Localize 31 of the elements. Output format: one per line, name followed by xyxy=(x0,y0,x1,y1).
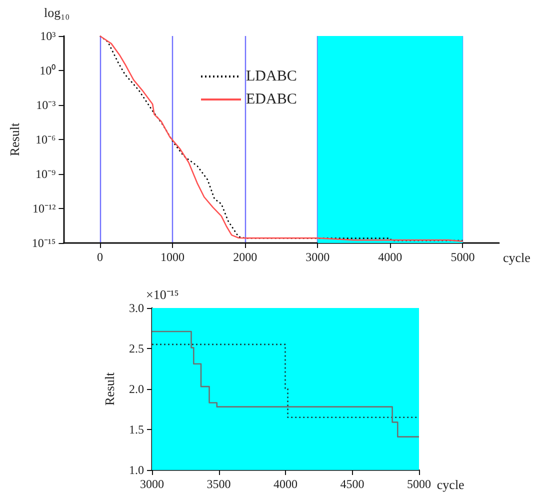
x-tick-label: 3000 xyxy=(140,477,164,491)
y-tick-label: 10⁰ xyxy=(40,64,56,78)
x-axis-title: cycle xyxy=(503,250,531,265)
x-tick-label: 5000 xyxy=(450,250,475,264)
y-tick-label: 2.5 xyxy=(129,342,144,356)
x-tick-label: 3500 xyxy=(206,477,231,491)
x-tick-label: 2000 xyxy=(233,250,258,264)
y-tick-label: 10⁻¹⁵ xyxy=(32,236,56,250)
text: log₁₀ xyxy=(44,5,70,20)
x-tick-label: 4000 xyxy=(378,250,402,264)
x-tick-label: 5000 xyxy=(407,477,431,491)
x-tick-label: 4500 xyxy=(340,477,364,491)
x-tick-label: 3000 xyxy=(306,250,330,264)
y-axis-title: Result xyxy=(7,122,22,156)
x-tick-label: 0 xyxy=(96,250,103,264)
x-tick-label: 4000 xyxy=(274,477,298,491)
y-tick-label: 10⁻⁹ xyxy=(35,167,56,181)
y-axis-title: Result xyxy=(102,372,117,406)
legend-label: EDABC xyxy=(246,92,297,108)
y-tick-label: 1.5 xyxy=(129,422,144,436)
y-tick-label: 10⁻⁶ xyxy=(35,132,56,146)
text: ×10⁻¹⁵ xyxy=(146,287,179,302)
x-axis-title: cycle xyxy=(436,477,465,492)
y-tick-label: 1.0 xyxy=(129,463,144,477)
x-tick-label: 1000 xyxy=(160,250,185,264)
y-tick-label: 10³ xyxy=(40,29,56,43)
y-tick-label: 10⁻¹² xyxy=(32,202,56,216)
legend-label: LDABC xyxy=(246,68,297,84)
y-tick-label: 3.0 xyxy=(129,301,144,315)
y-tick-label: 10⁻³ xyxy=(36,98,56,112)
y-tick-label: 2.0 xyxy=(129,382,144,396)
